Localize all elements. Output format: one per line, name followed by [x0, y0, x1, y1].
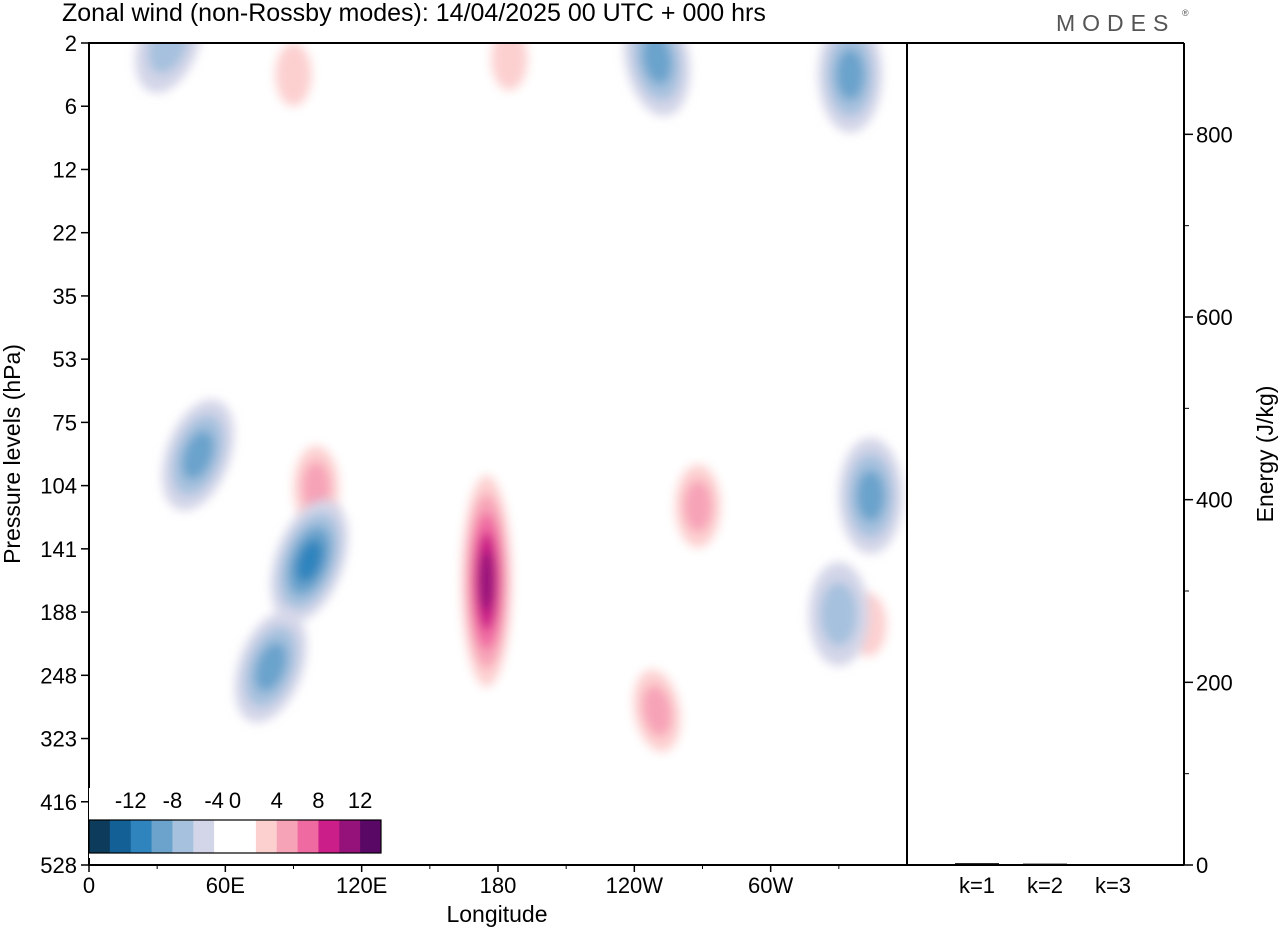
energy-bar-k=3 — [1091, 864, 1135, 866]
y-tick-label: 528 — [40, 853, 77, 878]
contour-band — [182, 430, 215, 480]
wavenumber-label: k=1 — [959, 873, 995, 898]
colorbar-labels: -12 -8 -4 0 4 8 12 — [115, 788, 373, 813]
wind-anomaly-3 — [270, 499, 349, 623]
colorbar-cell — [130, 820, 152, 853]
colorbar-legend: -12 -8 -4 0 4 8 12 — [88, 788, 385, 858]
contour-band — [820, 582, 858, 647]
y-tick-label: 323 — [40, 727, 77, 752]
energy-bars — [955, 863, 1135, 866]
contour-band — [856, 470, 885, 522]
modes-logo: MODES — [1056, 10, 1175, 36]
colorbar-label: 12 — [348, 788, 372, 813]
x-tick-label: 0 — [83, 873, 95, 898]
y-tick-label: 53 — [53, 347, 77, 372]
y-tick-label: 12 — [53, 157, 77, 182]
colorbar-label: 4 — [271, 788, 283, 813]
x-tick-label: 120W — [606, 873, 664, 898]
colorbar-cell — [193, 820, 215, 853]
energy-axis: 0 200 400 600 800 — [1184, 122, 1233, 878]
colorbar-frame — [88, 819, 382, 854]
wavenumber-labels: k=1 k=2 k=3 — [959, 873, 1131, 898]
x-tick-label: 120E — [336, 873, 387, 898]
wind-anomaly-7 — [665, 448, 730, 565]
energy-bar-k=1 — [955, 863, 999, 865]
colorbar-label: 8 — [312, 788, 324, 813]
wind-anomaly-11 — [623, 43, 691, 117]
y-tick-label: 104 — [40, 474, 77, 499]
contour-band — [275, 43, 312, 107]
energy-tick-label: 0 — [1196, 853, 1208, 878]
y-tick-label: 75 — [53, 410, 77, 435]
contour-band — [490, 43, 528, 91]
wind-anomaly-5 — [162, 399, 235, 511]
x-tick-label: 180 — [480, 873, 517, 898]
wavenumber-label: k=2 — [1027, 873, 1063, 898]
y-axis-label: Pressure levels (hPa) — [0, 344, 25, 564]
longitude-axis: 0 60E 120E 180 120W 60W — [83, 865, 840, 898]
y-tick-label: 2 — [65, 31, 77, 56]
colorbar-cell — [109, 820, 132, 853]
wind-anomaly-4 — [234, 611, 307, 723]
colorbar-cell — [214, 820, 236, 853]
y-tick-label: 248 — [40, 663, 77, 688]
energy-tick-label: 600 — [1196, 305, 1233, 330]
x-tick-label: 60W — [748, 873, 793, 898]
y-tick-label: 6 — [65, 94, 77, 119]
registered-mark: ® — [1182, 8, 1189, 18]
y-tick-label: 141 — [40, 537, 77, 562]
contour-band — [683, 480, 713, 532]
colorbar-cell — [360, 820, 382, 853]
colorbar-label: -8 — [163, 788, 183, 813]
contour-band — [642, 43, 672, 85]
energy-tick-label: 400 — [1196, 488, 1233, 513]
colorbar-cell — [89, 820, 111, 853]
wind-contour-field — [135, 43, 903, 769]
contour-band — [295, 539, 323, 583]
energy-tick-label: 800 — [1196, 122, 1233, 147]
energy-axis-label: Energy (J/kg) — [1252, 386, 1278, 523]
energy-panel: 0 200 400 600 800 k=1 k=2 k=3 Energy (J/kg) — [907, 42, 1278, 898]
y-tick-label: 416 — [40, 790, 77, 815]
y-tick-label: 188 — [40, 600, 77, 625]
colorbar-label: -12 — [115, 788, 147, 813]
wind-anomaly-15 — [479, 43, 540, 111]
colorbar-cell — [255, 820, 278, 853]
colorbar-cell — [151, 820, 173, 853]
x-tick-label: 60E — [206, 873, 245, 898]
figure-title: Zonal wind (non-Rossby modes): 14/04/202… — [62, 0, 766, 27]
colorbar-label: -4 — [204, 788, 224, 813]
wind-anomaly-14 — [263, 43, 324, 127]
contour-band — [835, 48, 865, 101]
wind-anomaly-6 — [623, 653, 691, 769]
colorbar-cell — [172, 820, 194, 853]
colorbar-cell — [235, 820, 257, 853]
colorbar-cell — [318, 820, 340, 853]
wind-anomaly-12 — [818, 43, 883, 133]
pressure-axis: 2 6 12 22 35 53 75 104 141 188 248 323 416 528 — [40, 31, 89, 878]
wind-anomaly-8 — [838, 437, 903, 554]
contour-band — [254, 642, 287, 692]
colorbar-cell — [276, 820, 298, 853]
wavenumber-label: k=3 — [1095, 873, 1131, 898]
wind-anomaly-1 — [456, 456, 517, 707]
y-tick-label: 22 — [53, 221, 77, 246]
contour-band — [642, 685, 672, 737]
energy-tick-label: 200 — [1196, 670, 1233, 695]
colorbar-cell — [339, 820, 361, 853]
energy-bar-k=2 — [1023, 863, 1067, 865]
y-tick-label: 35 — [53, 284, 77, 309]
x-axis-label: Longitude — [446, 901, 547, 927]
contour-band — [479, 550, 494, 612]
colorbar-label: 0 — [229, 788, 241, 813]
colorbar-cells — [89, 820, 382, 853]
colorbar-cell — [297, 820, 319, 853]
wind-anomaly-10 — [808, 562, 869, 667]
heatmap-panel: 0 60E 120E 180 120W 60W 2 6 12 22 35 53 75 104 141 188… — [0, 31, 908, 927]
